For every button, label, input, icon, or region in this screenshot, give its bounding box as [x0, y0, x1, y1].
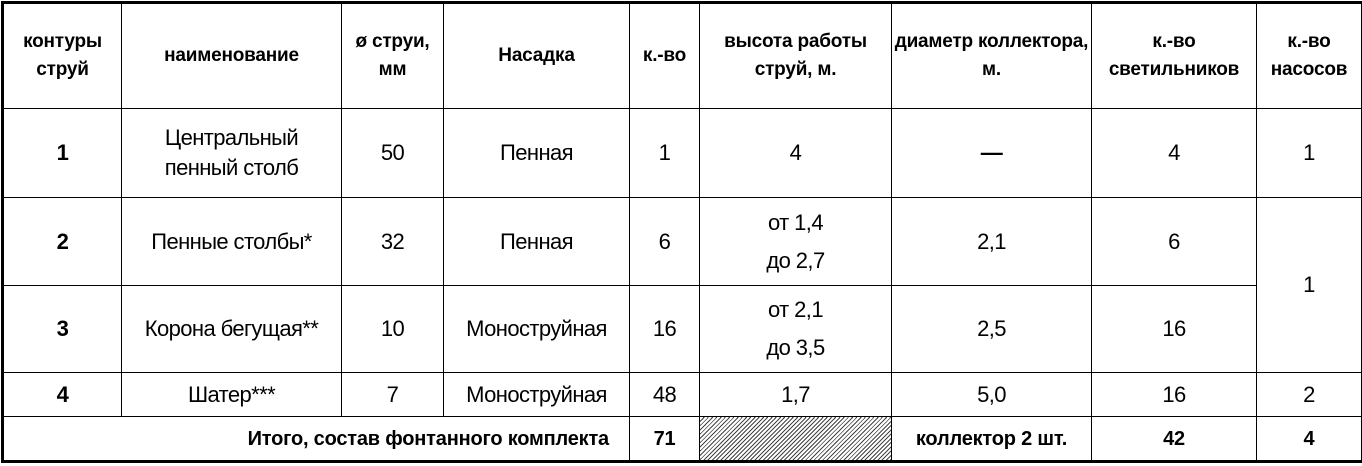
table-row: 4 Шатер*** 7 Моноструйная 48 1,7 5,0 16 … [3, 373, 1362, 417]
pumps-cell: 1 [1257, 198, 1362, 373]
diameter-cell: 7 [342, 373, 444, 417]
contour-cell: 4 [3, 373, 122, 417]
collector-cell: 2,5 [892, 286, 1092, 373]
header-cell: высота работы струй, м. [700, 3, 892, 109]
contour-cell: 1 [3, 109, 122, 198]
table-row: 3 Корона бегущая** 10 Моноструйная 16 от… [3, 286, 1362, 373]
name-cell: Корона бегущая** [122, 286, 342, 373]
total-count: 71 [630, 417, 700, 462]
count-cell: 48 [630, 373, 700, 417]
header-cell: к.-во [630, 3, 700, 109]
count-cell: 16 [630, 286, 700, 373]
name-cell: Шатер*** [122, 373, 342, 417]
height-cell: 4 [700, 109, 892, 198]
hatched-empty-cell [700, 417, 892, 462]
header-cell: к.-во насосов [1257, 3, 1362, 109]
header-cell: наименование [122, 3, 342, 109]
height-cell: 1,7 [700, 373, 892, 417]
total-collector: коллектор 2 шт. [892, 417, 1092, 462]
header-cell: Насадка [444, 3, 630, 109]
total-lights: 42 [1092, 417, 1257, 462]
header-cell: контуры струй [3, 3, 122, 109]
table-row: 2 Пенные столбы* 32 Пенная 6 от 1,4 до 2… [3, 198, 1362, 286]
header-row: контуры струй наименование ø струи, мм Н… [3, 3, 1362, 109]
collector-cell: 5,0 [892, 373, 1092, 417]
count-cell: 1 [630, 109, 700, 198]
lights-cell: 4 [1092, 109, 1257, 198]
height-cell: от 2,1 до 3,5 [700, 286, 892, 373]
pumps-cell: 1 [1257, 109, 1362, 198]
name-cell: Пенные столбы* [122, 198, 342, 286]
pumps-cell: 2 [1257, 373, 1362, 417]
contour-cell: 3 [3, 286, 122, 373]
count-cell: 6 [630, 198, 700, 286]
total-label: Итого, состав фонтанного комплекта [3, 417, 630, 462]
diameter-cell: 50 [342, 109, 444, 198]
header-cell: к.-во светильников [1092, 3, 1257, 109]
header-cell: диаметр коллектора, м. [892, 3, 1092, 109]
collector-cell: — [892, 109, 1092, 198]
lights-cell: 16 [1092, 286, 1257, 373]
nozzle-cell: Моноструйная [444, 286, 630, 373]
table-row: 1 Центральный пенный столб 50 Пенная 1 4… [3, 109, 1362, 198]
lights-cell: 6 [1092, 198, 1257, 286]
name-cell: Центральный пенный столб [122, 109, 342, 198]
total-row: Итого, состав фонтанного комплекта 71 ко… [3, 417, 1362, 462]
nozzle-cell: Пенная [444, 109, 630, 198]
height-cell: от 1,4 до 2,7 [700, 198, 892, 286]
collector-cell: 2,1 [892, 198, 1092, 286]
diameter-cell: 10 [342, 286, 444, 373]
nozzle-cell: Пенная [444, 198, 630, 286]
lights-cell: 16 [1092, 373, 1257, 417]
header-cell: ø струи, мм [342, 3, 444, 109]
diameter-cell: 32 [342, 198, 444, 286]
total-pumps: 4 [1257, 417, 1362, 462]
contour-cell: 2 [3, 198, 122, 286]
nozzle-cell: Моноструйная [444, 373, 630, 417]
